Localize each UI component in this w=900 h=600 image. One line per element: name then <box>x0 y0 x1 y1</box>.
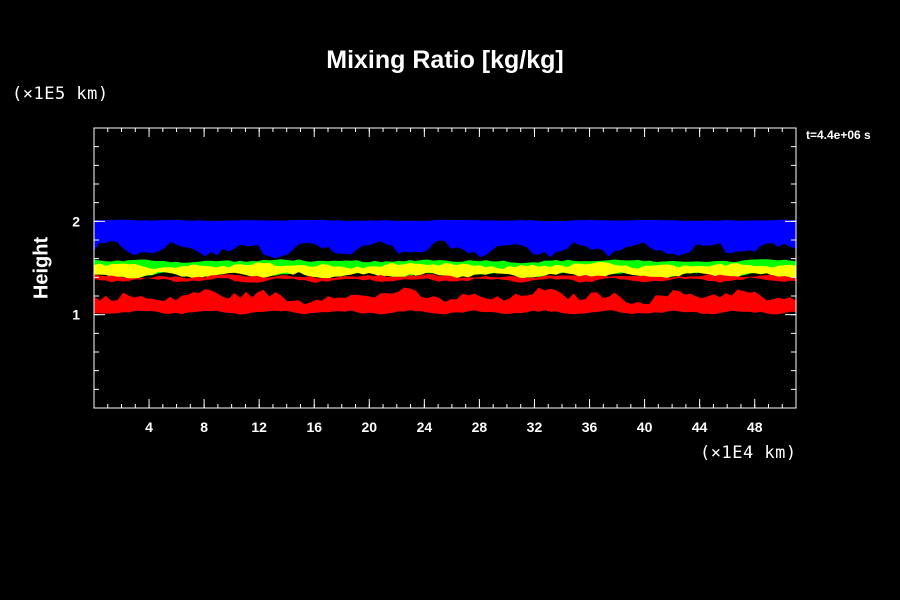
band-red-3 <box>94 274 796 283</box>
mixing-ratio-field <box>94 219 796 315</box>
y-axis-unit: (×1E5 km) <box>12 84 109 104</box>
time-label: t=4.4e+06 s <box>806 128 871 142</box>
band-yellow-2 <box>94 262 796 280</box>
x-tick-label: 36 <box>582 419 598 435</box>
y-tick-label: 2 <box>72 213 80 229</box>
x-tick-label: 16 <box>306 419 322 435</box>
x-tick-label: 20 <box>362 419 378 435</box>
plot-frame <box>93 127 797 409</box>
x-tick-label: 48 <box>747 419 763 435</box>
x-tick-label: 28 <box>472 419 488 435</box>
x-tick-label: 8 <box>200 419 208 435</box>
chart-title: Mixing Ratio [kg/kg] <box>326 46 564 74</box>
x-tick-label: 40 <box>637 419 653 435</box>
x-tick-label: 44 <box>692 419 708 435</box>
x-tick-label: 4 <box>145 419 153 435</box>
x-axis-unit: (×1E4 km) <box>700 443 797 463</box>
x-tick-label: 12 <box>251 419 267 435</box>
x-tick-label: 24 <box>417 419 433 435</box>
x-tick-label: 32 <box>527 419 543 435</box>
band-red-4 <box>94 287 796 315</box>
band-blue-0 <box>94 219 796 259</box>
y-tick-label: 1 <box>72 307 80 323</box>
